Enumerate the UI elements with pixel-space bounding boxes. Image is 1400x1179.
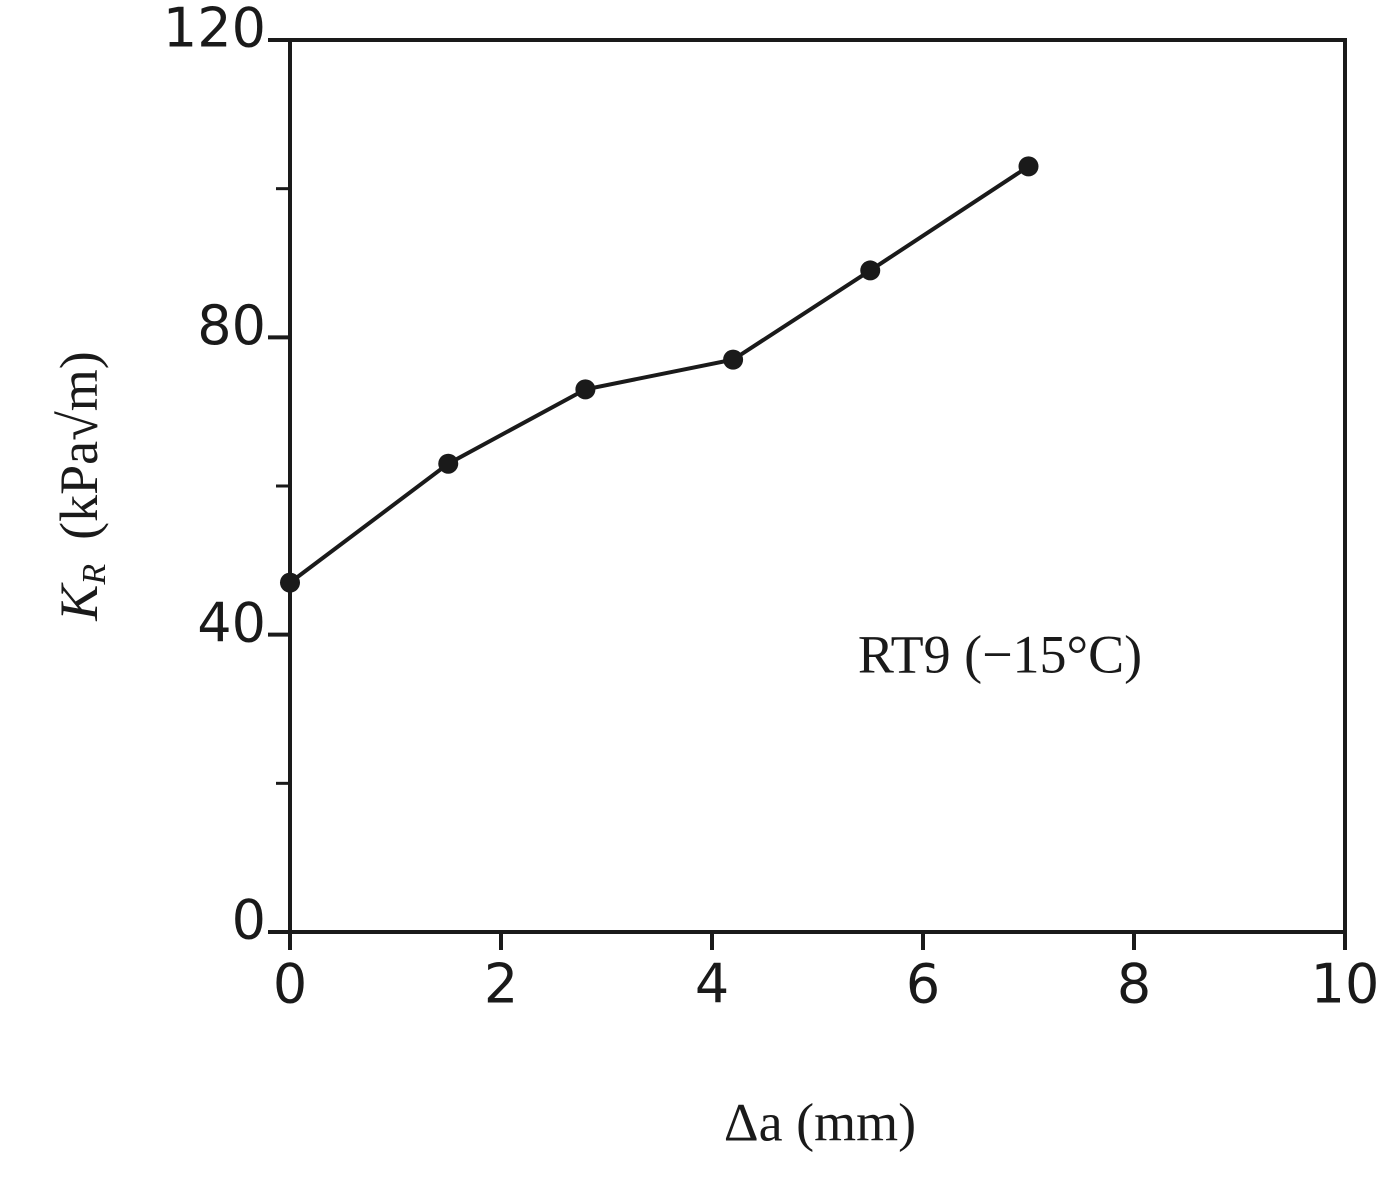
x-tick-label: 6 — [906, 953, 940, 1016]
y-label-symbol: K — [49, 582, 109, 622]
x-tick-label: 10 — [1311, 953, 1380, 1016]
x-tick-label: 0 — [273, 953, 307, 1016]
data-point — [723, 349, 744, 370]
y-label-unit: (kPa√m) — [49, 351, 109, 540]
x-axis-label: Δa (mm) — [724, 1092, 916, 1152]
data-line — [288, 164, 1030, 585]
data-point — [438, 453, 459, 474]
y-tick-label: 80 — [197, 294, 266, 357]
y-tick-label: 120 — [163, 0, 266, 60]
y-tick-label: 0 — [232, 889, 266, 952]
data-point — [575, 379, 596, 400]
y-axis-label: KR (kPa√m) — [49, 351, 112, 621]
x-tick-label: 4 — [695, 953, 729, 1016]
data-point — [1018, 156, 1039, 177]
data-point — [280, 572, 300, 593]
plot-frame — [288, 38, 1347, 934]
x-tick-label: 8 — [1117, 953, 1151, 1016]
data-point — [860, 260, 881, 281]
annotation: RT9 (−15°C) — [858, 624, 1142, 684]
y-label-subscript: R — [76, 564, 113, 586]
y-tick-label: 40 — [197, 591, 266, 654]
x-tick-label: 2 — [484, 953, 518, 1016]
